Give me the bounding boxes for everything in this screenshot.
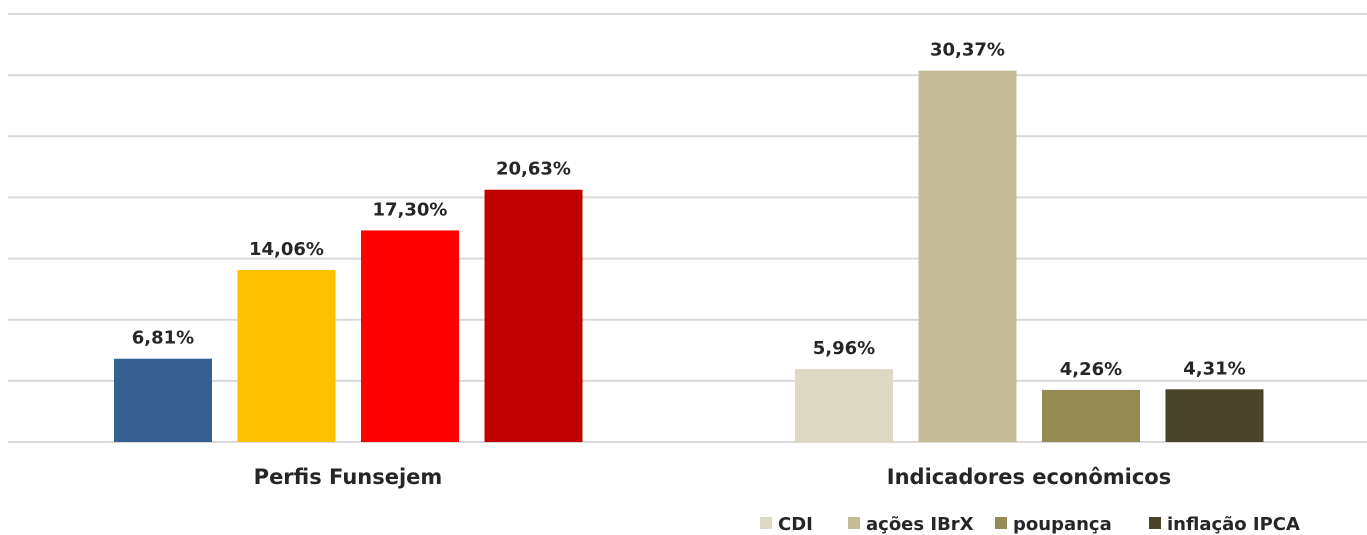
legend-swatch-0 xyxy=(760,517,772,529)
legend-label-2: poupança xyxy=(1013,514,1112,535)
data-label-0-1: 14,06% xyxy=(249,239,324,260)
legend-swatch-2 xyxy=(995,517,1007,529)
bar-1-1 xyxy=(918,70,1017,442)
legend: CDI ações IBrX poupança inflação IPCA xyxy=(760,514,1300,535)
data-label-1-2: 4,26% xyxy=(1060,359,1122,380)
group-label-indicadores: Indicadores econômicos xyxy=(887,465,1171,489)
bar-1-0 xyxy=(795,369,893,442)
data-label-0-0: 6,81% xyxy=(132,328,194,349)
bar-0-0 xyxy=(114,358,212,442)
data-label-1-1: 30,37% xyxy=(930,40,1005,61)
bar-0-1 xyxy=(237,270,336,442)
data-label-1-0: 5,96% xyxy=(813,338,875,359)
group-label-perfis: Perfis Funsejem xyxy=(254,465,443,489)
bar-0-3 xyxy=(484,189,583,442)
data-label-0-2: 17,30% xyxy=(373,199,448,220)
data-label-0-3: 20,63% xyxy=(496,159,571,180)
data-labels: 6,81% 14,06% 17,30% 20,63% 5,96% 30,37% 4,26% 4… xyxy=(132,40,1246,380)
bars xyxy=(114,70,1264,442)
legend-label-1: ações IBrX xyxy=(866,514,974,535)
legend-swatch-1 xyxy=(848,517,860,529)
legend-label-3: inflação IPCA xyxy=(1167,514,1300,535)
legend-swatch-3 xyxy=(1149,517,1161,529)
data-label-1-3: 4,31% xyxy=(1183,358,1245,379)
bar-0-2 xyxy=(361,230,459,442)
gridlines xyxy=(8,13,1367,443)
bar-1-2 xyxy=(1042,389,1140,442)
bar-1-3 xyxy=(1165,389,1264,442)
legend-label-0: CDI xyxy=(778,514,813,535)
